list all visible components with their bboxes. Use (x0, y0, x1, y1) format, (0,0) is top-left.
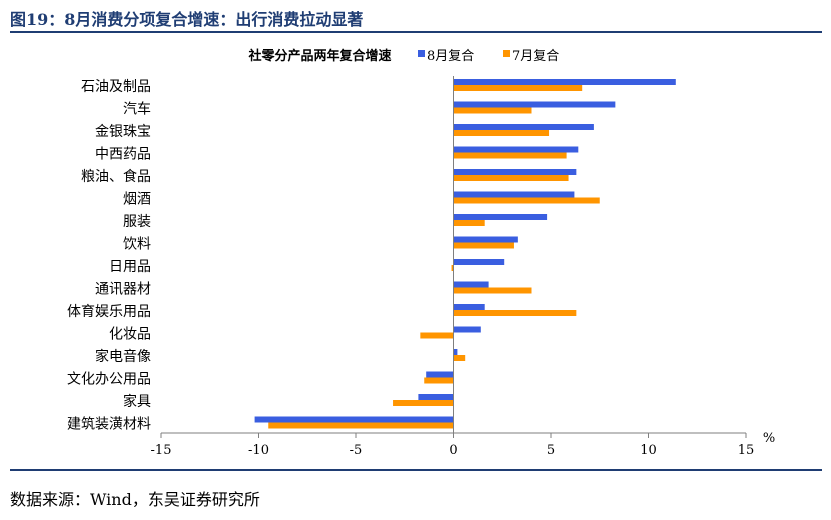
category-label-16: 建筑装潢材料 (67, 417, 151, 433)
legend-swatch-1 (418, 50, 425, 57)
category-label-1: 石油及制品 (81, 79, 151, 95)
category-label-6: 烟酒 (123, 192, 151, 208)
x-tick-label-3: -5 (350, 443, 363, 458)
x-axis: -15 -10 -5 0 5 10 15 (151, 76, 755, 458)
bar-jul-2 (453, 107, 532, 114)
category-label-9: 日用品 (109, 259, 151, 275)
category-label-3: 金银珠宝 (95, 124, 151, 140)
category-label-7: 服装 (123, 214, 151, 230)
x-axis-unit-label: % (763, 431, 775, 446)
x-tick-label-2: -10 (248, 443, 269, 458)
figure-title: 图19：8月消费分项复合增速：出行消费拉动显著 (10, 10, 364, 29)
legend-label-2: 7月复合 (512, 49, 559, 64)
bar-jul-5 (453, 175, 569, 181)
x-tick-label-7: 15 (738, 443, 755, 458)
bar-aug-6 (453, 191, 575, 198)
category-label-8: 饮料 (123, 237, 151, 253)
bar-aug-14 (426, 371, 454, 378)
bar-jul-3 (453, 130, 550, 136)
bar-aug-2 (453, 101, 616, 108)
bar-aug-3 (453, 124, 594, 130)
bar-aug-1 (453, 79, 676, 85)
category-label-2: 汽车 (123, 101, 151, 118)
bar-chart: 社零分产品两年复合增速 8月复合 7月复合 石油及制品汽车金银珠宝中西药品粮油、食… (67, 48, 775, 458)
bar-aug-15 (418, 394, 454, 400)
x-tick-label-6: 10 (640, 443, 657, 458)
x-tick-label-5: 5 (547, 443, 555, 458)
bar-aug-13 (453, 349, 458, 355)
bar-jul-13 (453, 355, 466, 361)
category-labels: 石油及制品汽车金银珠宝中西药品粮油、食品烟酒服装饮料日用品通讯器材体育娱乐用品化… (67, 79, 151, 433)
bar-aug-4 (453, 146, 579, 153)
bar-jul-10 (453, 287, 532, 294)
bar-jul-8 (453, 242, 514, 249)
legend-swatch-2 (503, 50, 510, 57)
bar-jul-9 (451, 265, 454, 271)
category-label-4: 中西药品 (95, 147, 151, 163)
category-label-15: 家具 (123, 393, 151, 410)
bar-aug-16 (254, 416, 454, 423)
source-rule (10, 469, 822, 471)
category-label-13: 家电音像 (95, 348, 151, 365)
bar-jul-7 (453, 220, 485, 226)
bar-jul-12 (420, 332, 454, 339)
category-label-14: 文化办公用品 (67, 372, 151, 388)
bar-aug-10 (453, 281, 489, 288)
bars-group (254, 79, 676, 429)
bar-jul-4 (453, 152, 567, 159)
legend-label-1: 8月复合 (427, 49, 474, 64)
x-tick-label-4: 0 (449, 443, 457, 458)
bar-aug-11 (453, 304, 485, 310)
bar-jul-11 (453, 310, 577, 316)
bar-aug-5 (453, 169, 577, 175)
chart-title: 社零分产品两年复合增速 (247, 48, 391, 64)
category-label-11: 体育娱乐用品 (67, 304, 151, 320)
category-label-12: 化妆品 (109, 327, 151, 343)
x-tick-label-1: -15 (151, 443, 172, 458)
chart-legend: 8月复合 7月复合 (418, 49, 559, 64)
bar-aug-7 (453, 214, 548, 220)
title-rule (10, 31, 822, 33)
bar-aug-9 (453, 259, 505, 265)
bar-jul-15 (393, 400, 454, 406)
source-note: 数据来源：Wind，东吴证券研究所 (10, 490, 260, 509)
bar-jul-6 (453, 197, 600, 204)
category-label-5: 粮油、食品 (81, 168, 151, 185)
bar-aug-8 (453, 236, 518, 243)
category-label-10: 通讯器材 (95, 282, 151, 298)
bar-jul-1 (453, 85, 583, 91)
bar-aug-12 (453, 326, 481, 333)
bar-jul-14 (424, 377, 454, 384)
bar-jul-16 (268, 422, 454, 429)
